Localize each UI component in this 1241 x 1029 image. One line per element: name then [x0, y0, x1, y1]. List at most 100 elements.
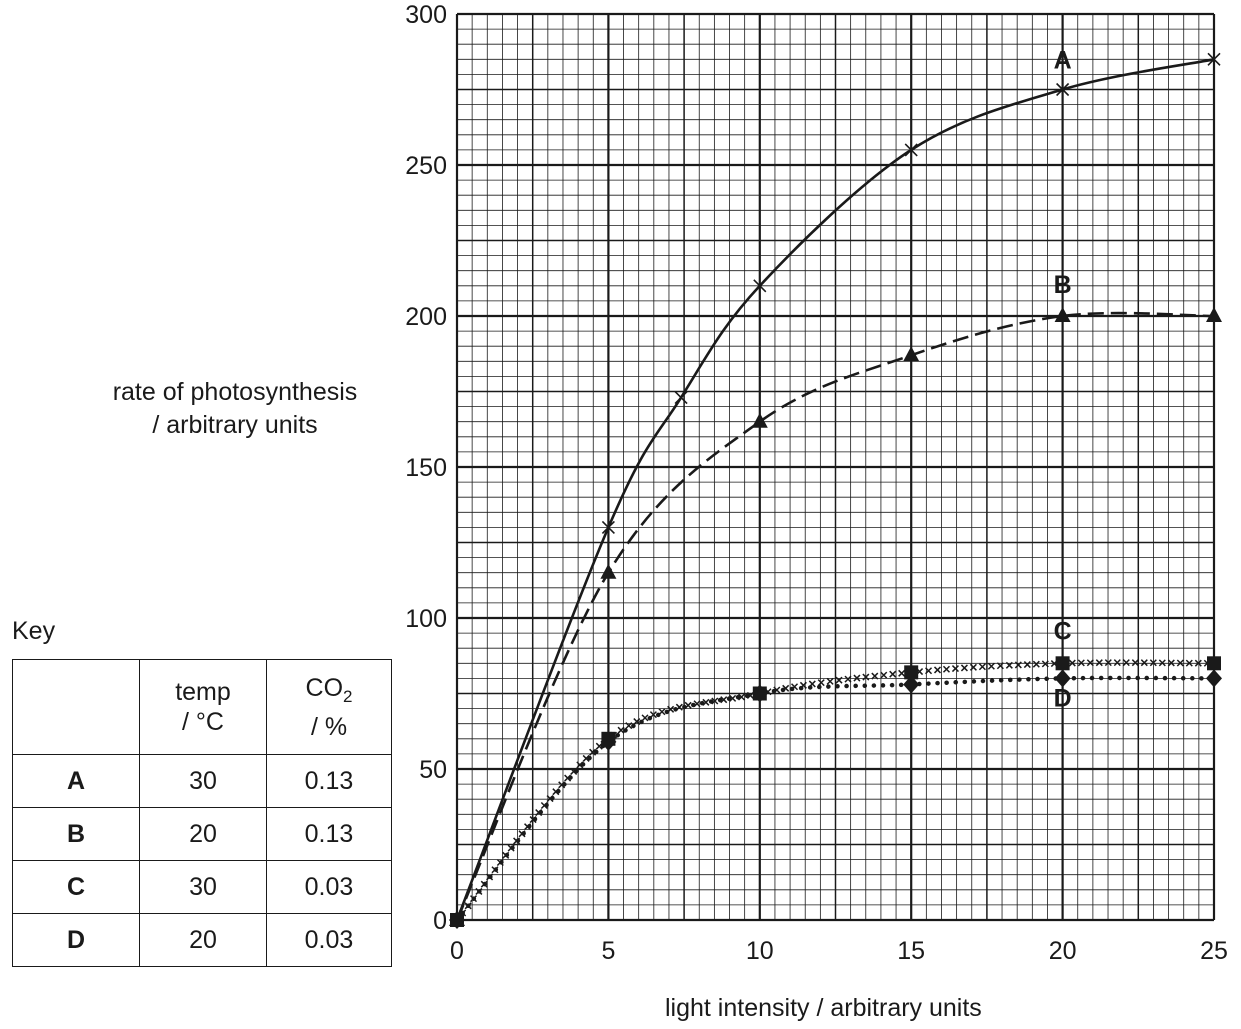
x-axis-label: light intensity / arbitrary units: [665, 994, 982, 1022]
key-row-label: A: [12, 754, 140, 808]
series-c-line-cross: [1104, 659, 1112, 667]
series-c-line-cross: [844, 675, 852, 683]
series-lines: [453, 58, 1217, 924]
series-labels: A B C D: [1054, 47, 1072, 713]
key-row-label: D: [12, 913, 140, 967]
x-tick-label: 5: [601, 937, 615, 965]
series-c-line-cross: [1140, 659, 1148, 667]
key-row-temp: 30: [139, 754, 267, 808]
series-d-marker: [1054, 669, 1071, 688]
series-c-line-cross: [1077, 659, 1085, 667]
series-a-marker: [753, 279, 767, 293]
key-row-label: B: [12, 807, 140, 861]
series-c-line-cross: [978, 663, 986, 671]
key-header-temp-line1: temp: [175, 678, 231, 706]
series-c-marker: [904, 665, 919, 680]
series-a-marker: [601, 520, 615, 534]
series-c-marker: [1055, 656, 1070, 671]
series-label-d: D: [1054, 684, 1072, 712]
major-gridlines: [455, 12, 1216, 922]
series-c-line-cross: [1185, 659, 1193, 667]
series-c-line-cross: [835, 676, 843, 684]
series-c-line-cross: [987, 662, 995, 670]
series-c-line-cross: [1194, 659, 1202, 667]
key-row-temp: 30: [139, 860, 267, 914]
series-d-marker: [903, 675, 920, 694]
series-c-line-cross: [817, 679, 825, 687]
series-label-c: C: [1054, 617, 1072, 645]
series-b-marker: [1206, 307, 1222, 322]
x-tick-label: 10: [746, 937, 774, 965]
series-label-b: B: [1054, 271, 1072, 299]
series-c-line-cross: [633, 718, 641, 726]
series-c-line-cross: [1095, 659, 1103, 667]
series-a-marker: [674, 390, 688, 405]
y-axis-label: rate of photosynthesis / arbitrary units: [90, 376, 380, 442]
series-d-marker: [600, 732, 617, 751]
series-c-line-cross: [729, 694, 737, 702]
key-header-co2-text: CO: [305, 673, 344, 702]
series-c-line-cross: [826, 677, 834, 685]
series-d-marker: [751, 684, 768, 703]
key-row-co2: 0.03: [266, 913, 392, 967]
series-c-line-cross: [969, 663, 977, 671]
series-c-line-cross: [942, 665, 951, 673]
series-c-line-cross: [1158, 659, 1166, 667]
series-c-line-cross: [1131, 659, 1139, 667]
key-header-empty: [12, 659, 140, 755]
series-c-line-cross: [1005, 661, 1013, 669]
key-header-temp: temp / °C: [139, 659, 267, 755]
y-tick-label: 100: [405, 605, 447, 633]
series-label-a: A: [1054, 47, 1072, 75]
key-row-co2: 0.13: [266, 807, 392, 861]
key-header-co2: CO2 / %: [266, 659, 392, 755]
y-tick-label: 300: [405, 1, 447, 29]
key-row-temp: 20: [139, 807, 267, 861]
series-c-line-cross: [1014, 661, 1022, 669]
series-c-line-cross: [996, 662, 1004, 670]
key-row: D 20 0.03: [12, 913, 392, 967]
key-row-co2: 0.13: [266, 754, 392, 808]
series-c-line-cross: [617, 726, 625, 734]
key-row-co2: 0.03: [266, 860, 392, 914]
series-c-line-cross: [625, 722, 633, 730]
key-header-temp-line2: / °C: [182, 708, 224, 736]
key-header-co2-line1: CO2: [267, 673, 391, 712]
y-tick-label: 250: [405, 152, 447, 180]
series-c-line-cross: [862, 673, 870, 681]
series-c-line-cross: [960, 664, 968, 672]
series-c-line-cross: [1122, 659, 1130, 667]
series-c-line-cross: [641, 714, 649, 722]
series-c-line-cross: [589, 748, 597, 756]
series-a-marker: [1207, 52, 1221, 66]
y-tick-label: 150: [405, 454, 447, 482]
series-c-line-cross: [1167, 659, 1175, 667]
series-c-line-cross: [951, 665, 959, 673]
series-c-line-cross: [898, 669, 906, 677]
series-b-marker: [903, 346, 920, 362]
series-a-marker: [1056, 82, 1070, 97]
x-tick-label: 0: [450, 937, 464, 965]
y-tick-label: 50: [419, 756, 447, 784]
series-d-line: [454, 675, 1217, 923]
x-tick-label: 20: [1049, 937, 1077, 965]
key-title: Key: [12, 617, 56, 645]
series-c-line-cross: [1032, 660, 1040, 668]
series-c-line-cross: [1086, 659, 1094, 667]
series-b-marker: [1054, 307, 1071, 322]
series-c-line-cross: [889, 670, 897, 678]
series-c-line-cross: [853, 674, 861, 682]
series-c-line-cross: [925, 667, 933, 675]
series-c-line-cross: [1176, 659, 1184, 667]
key-row: C 30 0.03: [12, 860, 392, 914]
key-row-label: C: [12, 860, 140, 914]
y-tick-label: 200: [405, 303, 447, 331]
key-header-co2-subscript: 2: [343, 686, 353, 706]
series-c-line-cross: [1068, 659, 1076, 667]
series-c-line-cross: [595, 742, 603, 750]
series-c-line-cross: [933, 666, 942, 674]
x-tick-labels: 0 5 10 15 20 25: [450, 937, 1228, 965]
series-c-line-cross: [1113, 659, 1121, 667]
series-b-marker: [600, 563, 617, 579]
